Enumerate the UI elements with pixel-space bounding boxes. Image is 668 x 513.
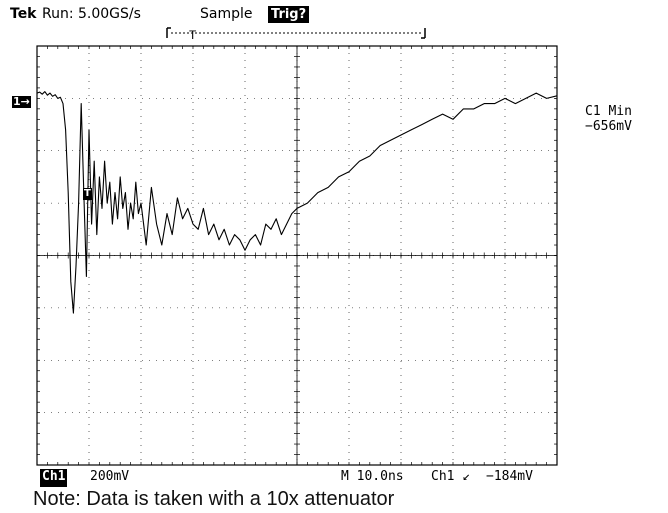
trigger-position-marker: T: [189, 28, 197, 40]
trigger-position-bar: T: [166, 27, 426, 40]
volts-per-div: 200mV: [90, 469, 130, 484]
graticule: [36, 45, 558, 466]
channel-1-tag[interactable]: Ch1: [40, 469, 68, 487]
timebase-readout: M 10.0ns: [341, 469, 404, 484]
measurement-label: C1 Min: [585, 104, 632, 119]
acquire-mode: Sample: [200, 6, 253, 22]
measurement-value: −656mV: [585, 119, 632, 134]
brand-label: Tek: [10, 6, 37, 22]
channel-1-ground-marker[interactable]: 1→: [12, 95, 31, 108]
trigger-source: Ch1 ↙: [431, 469, 471, 484]
trigger-status-badge: Trig?: [268, 6, 310, 23]
waveform-trace-group: [36, 91, 558, 314]
trigger-level-marker[interactable]: T: [83, 188, 92, 200]
run-status: Run: 5.00GS/s: [42, 6, 141, 22]
waveform-trace: [36, 91, 558, 314]
falling-edge-icon: ↙: [462, 469, 471, 484]
footnote: Note: Data is taken with a 10x attenuato…: [33, 488, 395, 510]
trigger-level: −184mV: [486, 469, 533, 484]
